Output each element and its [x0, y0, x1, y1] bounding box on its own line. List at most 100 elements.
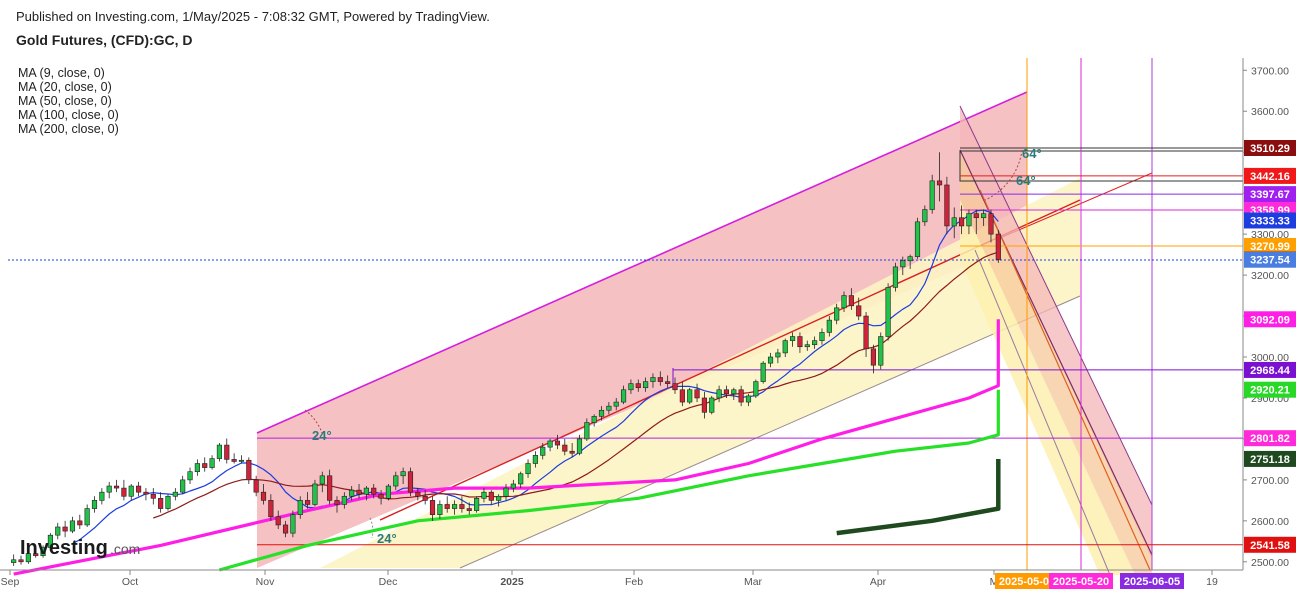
ma-line — [72, 209, 999, 545]
candle-body — [202, 463, 208, 468]
candle-body — [451, 504, 458, 509]
candle-body — [341, 495, 347, 505]
upper-channel-fill — [257, 92, 1027, 568]
candle-body — [753, 381, 759, 397]
candle-body — [679, 389, 685, 403]
candle-body — [922, 209, 928, 223]
candle-body — [826, 319, 832, 333]
price-label-box — [1244, 186, 1296, 203]
candle-body — [224, 444, 230, 460]
candle-body — [554, 440, 561, 446]
red-ray-line — [999, 172, 1153, 239]
y-tick-label: 3200.00 — [1251, 270, 1289, 282]
candle-body — [643, 381, 649, 389]
candle-body — [812, 340, 818, 346]
candle-body — [429, 500, 436, 516]
price-label: 3237.54 — [1250, 255, 1291, 267]
candle-body — [951, 217, 957, 227]
candlestick-series — [11, 152, 1001, 566]
x-tick-label: 2025 — [500, 576, 524, 588]
candle-body — [870, 348, 876, 366]
angle-arc-24-upper — [304, 409, 323, 434]
price-label-box — [1244, 311, 1296, 328]
legend-ma9[interactable]: MA (9, close, 0) — [18, 66, 105, 80]
candle-body — [69, 520, 76, 532]
candle-body — [936, 180, 943, 186]
candle-body — [562, 444, 568, 452]
candle-body — [525, 463, 531, 475]
price-label-box — [1244, 450, 1296, 467]
candle-body — [687, 389, 693, 403]
angle-label-64-b: 64° — [1016, 173, 1036, 188]
candle-body — [775, 352, 781, 358]
candle-body — [91, 500, 98, 509]
candle-body — [760, 362, 766, 382]
angle-labels: 64° 64° 24° 24° — [312, 146, 1042, 546]
forecast-channel-pink — [960, 106, 1152, 560]
legend-ma100[interactable]: MA (100, close, 0) — [18, 108, 119, 122]
x-tick-label: Apr — [870, 576, 887, 588]
candle-body — [393, 475, 399, 487]
candle-body — [40, 547, 46, 556]
candle-body — [745, 395, 752, 403]
ma-line — [218, 389, 1000, 572]
watermark-brand: Investing — [20, 537, 108, 559]
time-axis[interactable]: Sep Oct Nov Dec 2025 Feb Mar Apr M 19 — [0, 569, 1243, 588]
price-label: 2751.18 — [1250, 454, 1290, 466]
candle-body — [253, 479, 259, 493]
x-tick-label: 19 — [1206, 576, 1218, 588]
candle-body — [246, 459, 252, 481]
candle-body — [356, 489, 362, 495]
watermark-suffix: .com — [110, 541, 140, 557]
candle-body — [18, 559, 24, 563]
price-label: 3442.16 — [1250, 171, 1290, 183]
forecast-channel-orange — [960, 150, 1152, 575]
candle-body — [238, 459, 245, 462]
candle-body — [701, 397, 707, 413]
published-note: Published on Investing.com, 1/May/2025 -… — [16, 9, 490, 24]
candle-body — [709, 397, 715, 413]
candle-body — [150, 493, 156, 499]
candle-body — [496, 495, 502, 501]
legend-ma20[interactable]: MA (20, close, 0) — [18, 80, 112, 94]
candle-body — [11, 559, 17, 563]
candle-body — [959, 217, 965, 227]
candle-body — [885, 287, 891, 337]
candle-body — [297, 500, 303, 516]
candle-body — [378, 493, 384, 499]
price-label-box — [1244, 251, 1296, 268]
candle-body — [665, 381, 671, 384]
date-label: 2025-06-05 — [1124, 576, 1180, 588]
price-label: 2920.21 — [1250, 385, 1290, 397]
candle-body — [848, 295, 854, 307]
candle-body — [767, 356, 774, 364]
legend-ma200[interactable]: MA (200, close, 0) — [18, 122, 119, 136]
candle-body — [907, 256, 913, 262]
candle-body — [187, 471, 193, 481]
price-label-box — [1244, 536, 1296, 553]
price-label-box — [1244, 430, 1296, 447]
candle-body — [481, 491, 487, 499]
legend-ma50[interactable]: MA (50, close, 0) — [18, 94, 112, 108]
candle-body — [33, 553, 39, 556]
candle-body — [77, 520, 83, 526]
candle-body — [694, 389, 700, 399]
candle-body — [121, 487, 127, 497]
investing-watermark: Investing .com — [20, 537, 140, 559]
candle-body — [47, 534, 53, 548]
candle-body — [672, 383, 678, 391]
candle-body — [400, 471, 406, 477]
candle-body — [973, 213, 979, 219]
candle-body — [988, 213, 994, 235]
candle-body — [62, 526, 68, 532]
horizontal-levels — [257, 147, 1243, 546]
price-label-box — [1244, 238, 1296, 255]
candle-body — [892, 266, 899, 288]
angle-arc-64-upper — [984, 149, 1023, 201]
price-label: 2801.82 — [1250, 433, 1290, 445]
candle-body — [584, 422, 590, 440]
candle-body — [914, 221, 921, 257]
candle-body — [782, 340, 788, 354]
